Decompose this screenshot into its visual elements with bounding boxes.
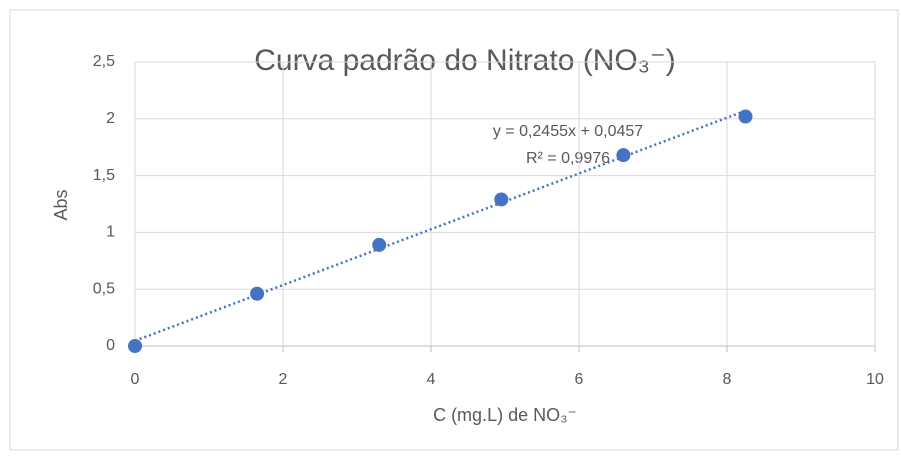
trendline-equation: y = 0,2455x + 0,0457 [493,123,643,140]
point [738,109,753,124]
x-axis-label: C (mg.L) de NO₃⁻ [433,405,577,425]
point [372,237,387,252]
x-tick-label: 0 [131,371,140,388]
x-tick-label: 6 [575,371,584,388]
y-tick-label: 1 [106,224,115,241]
x-tick-label: 4 [427,371,436,388]
y-tick-label: 2 [106,110,115,127]
point [494,192,509,207]
y-axis-label: Abs [51,189,71,220]
point [128,339,142,353]
y-tick-label: 1,5 [93,167,115,184]
x-tick-label: 8 [723,371,732,388]
trendline-r2: R² = 0,9976 [526,150,610,167]
chart-border [9,9,899,451]
x-tick-label: 10 [866,371,884,388]
y-tick-label: 2,5 [93,53,115,70]
point [616,148,631,163]
y-tick-label: 0,5 [93,280,115,297]
trendline [134,109,746,342]
x-tick-label: 2 [279,371,288,388]
y-tick-label: 0 [106,337,115,354]
point [250,286,265,301]
chart-title: Curva padrão do Nitrato (NO₃⁻) [254,44,676,77]
